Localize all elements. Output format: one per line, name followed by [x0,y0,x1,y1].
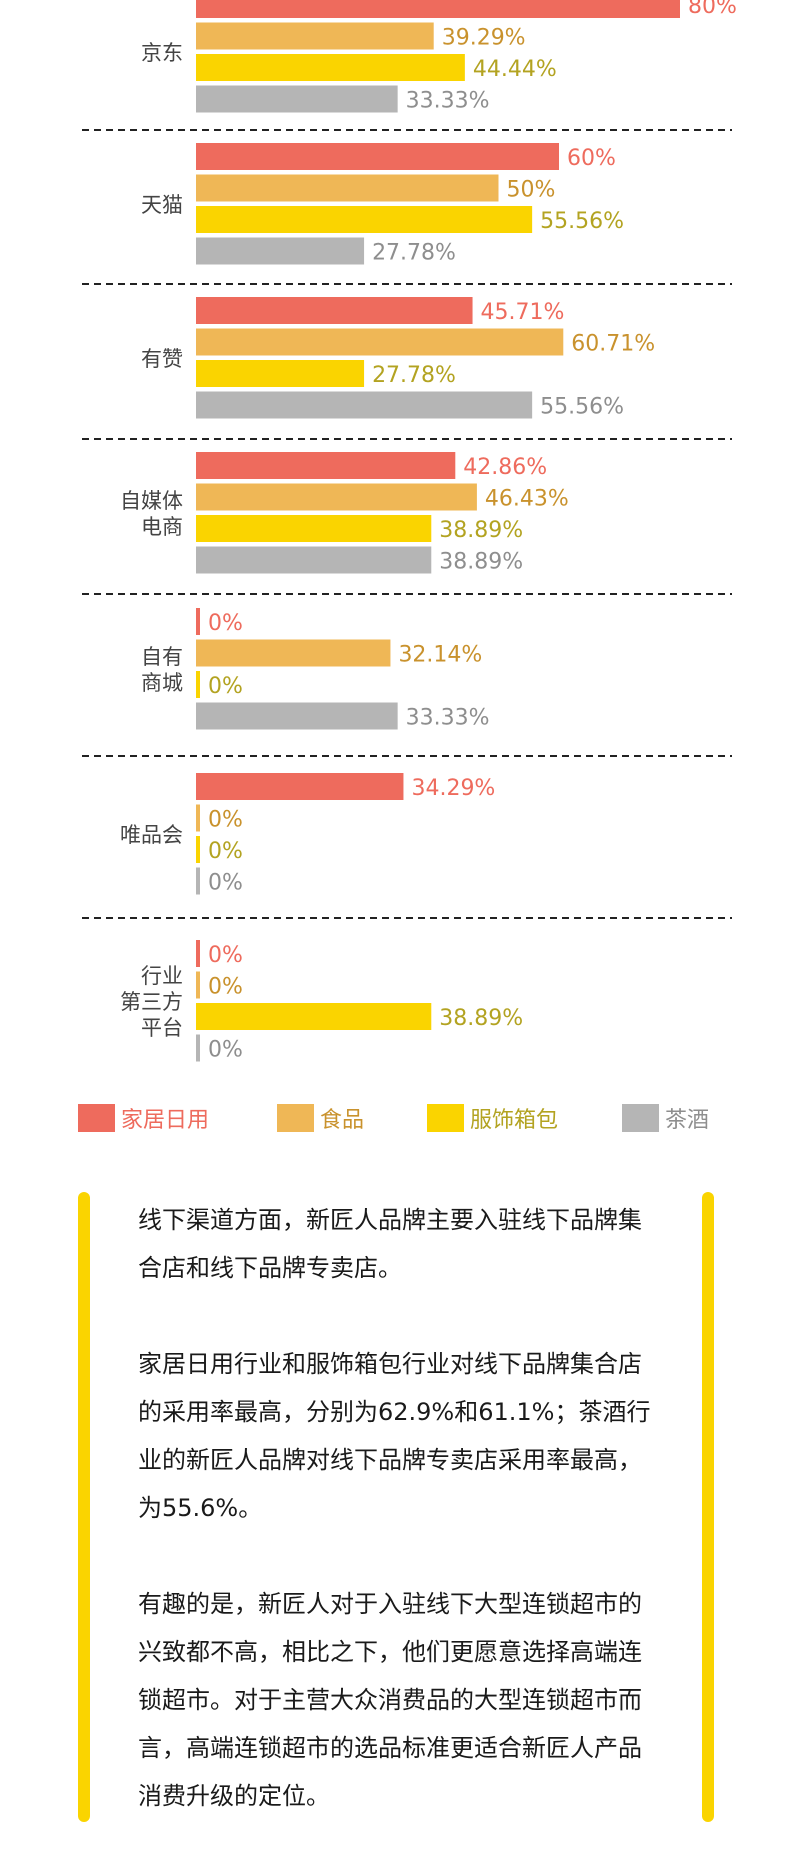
bar-home-1 [196,143,559,170]
data-label-home-2: 45.71% [481,300,565,325]
category-label-4-0: 自有 [141,645,183,669]
category-label-6-2: 平台 [141,1016,183,1040]
data-label-tea_wine-2: 55.56% [540,395,624,420]
legend-label-food: 食品 [320,1108,365,1133]
bar-tea_wine-4 [196,702,398,730]
legend: 家居日用 食品 服饰箱包 茶酒 [0,1098,790,1138]
text-panel-left-bar [78,1192,90,1822]
category-label-2-0: 有赞 [141,347,183,371]
bar-food-3 [196,483,477,511]
data-label-food-2: 60.71% [571,332,655,357]
data-label-tea_wine-5: 0% [208,871,243,896]
legend-swatch-tea-wine [622,1104,659,1132]
category-label-5-0: 唯品会 [120,823,183,847]
data-label-apparel-2: 27.78% [372,363,456,388]
data-label-apparel-1: 55.56% [540,209,624,234]
data-label-tea_wine-1: 27.78% [372,241,456,266]
bar-home-3 [196,452,456,479]
bar-home-4 [196,608,200,635]
data-label-home-6: 0% [208,943,243,968]
category-label-3-1: 电商 [141,515,183,539]
text-panel: 线下渠道方面，新匠人品牌主要入驻线下品牌集合店和线下品牌专卖店。 家居日用行业和… [78,1192,714,1822]
data-label-food-3: 46.43% [485,487,569,512]
bar-tea_wine-3 [196,546,432,574]
bar-apparel-5 [196,836,200,863]
bar-food-1 [196,174,499,202]
data-label-home-4: 0% [208,611,243,636]
legend-label-home: 家居日用 [121,1108,210,1133]
legend-label-apparel: 服饰箱包 [470,1108,559,1133]
paragraph-offline-channels: 线下渠道方面，新匠人品牌主要入驻线下品牌集合店和线下品牌专卖店。 [138,1206,642,1282]
bar-food-5 [196,804,200,832]
bar-food-6 [196,971,200,999]
category-label-4-1: 商城 [141,671,183,695]
data-label-home-5: 34.29% [411,776,495,801]
data-label-apparel-3: 38.89% [439,518,523,543]
data-label-apparel-4: 0% [208,674,243,699]
data-label-food-5: 0% [208,808,243,833]
category-label-6-0: 行业 [141,964,183,988]
bar-home-2 [196,297,473,324]
legend-swatch-apparel [427,1104,464,1132]
bar-tea_wine-5 [196,867,200,895]
data-label-food-4: 32.14% [398,643,482,668]
data-label-food-0: 39.29% [442,26,526,51]
bar-home-5 [196,773,404,800]
data-label-tea_wine-0: 33.33% [406,89,490,114]
data-label-food-6: 0% [208,975,243,1000]
channel-bar-chart: 京东 80% 39.29% 44.44% 33.33% 天猫 60% 50% 55.56% 27.… [82,0,737,1063]
bar-tea_wine-1 [196,237,365,265]
data-label-home-0: 80% [688,0,737,19]
category-label-1-0: 天猫 [141,193,183,217]
legend-item-tea-wine: 茶酒 [622,1098,709,1138]
data-label-tea_wine-4: 33.33% [406,706,490,731]
bar-apparel-1 [196,206,533,233]
bar-food-2 [196,328,564,356]
legend-item-food: 食品 [277,1098,364,1138]
data-label-apparel-0: 44.44% [473,57,557,82]
data-label-apparel-6: 38.89% [439,1006,523,1031]
data-label-home-3: 42.86% [463,455,547,480]
bar-tea_wine-0 [196,85,398,113]
data-label-home-1: 60% [567,146,616,171]
data-label-apparel-5: 0% [208,839,243,864]
bar-tea_wine-2 [196,391,533,419]
legend-item-apparel: 服饰箱包 [427,1098,558,1138]
bar-apparel-6 [196,1003,432,1030]
paragraph-adoption-rates: 家居日用行业和服饰箱包行业对线下品牌集合店的采用率最高，分别为62.9%和61.… [138,1350,651,1522]
bar-apparel-0 [196,54,465,81]
text-panel-right-bar [702,1192,714,1822]
category-label-6-1: 第三方 [120,990,183,1014]
bar-food-4 [196,639,391,667]
legend-label-tea-wine: 茶酒 [665,1108,710,1133]
bar-home-0 [196,0,680,18]
category-label-0-0: 京东 [141,41,183,65]
paragraph-supermarkets: 有趣的是，新匠人对于入驻线下大型连锁超市的兴致都不高，相比之下，他们更愿意选择高… [138,1590,642,1810]
bar-apparel-3 [196,515,432,542]
bar-home-6 [196,940,200,967]
category-label-3-0: 自媒体 [120,489,183,513]
legend-item-home: 家居日用 [78,1098,209,1138]
data-label-tea_wine-3: 38.89% [439,550,523,575]
data-label-tea_wine-6: 0% [208,1038,243,1063]
bar-apparel-2 [196,360,365,387]
legend-swatch-food [277,1104,314,1132]
bar-food-0 [196,22,434,50]
bar-apparel-4 [196,671,200,698]
text-panel-body: 线下渠道方面，新匠人品牌主要入驻线下品牌集合店和线下品牌专卖店。 家居日用行业和… [138,1196,658,1868]
legend-swatch-home [78,1104,115,1132]
data-label-food-1: 50% [507,178,556,203]
bar-tea_wine-6 [196,1034,200,1062]
